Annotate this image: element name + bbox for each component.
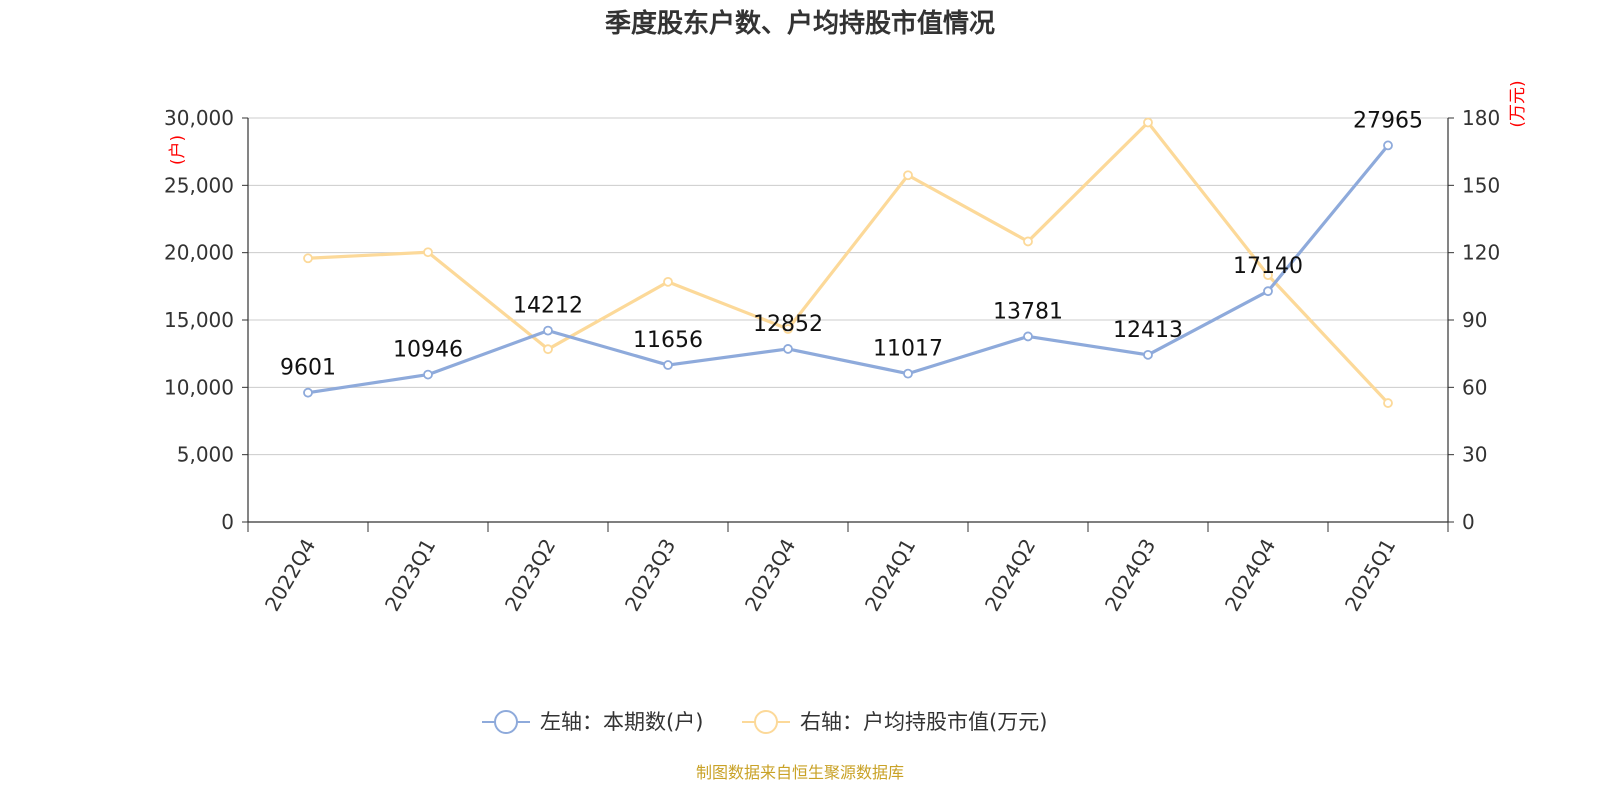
right-tick-label: 0 xyxy=(1462,510,1475,534)
data-point-right xyxy=(543,344,553,355)
right-axis-unit: (万元) xyxy=(1508,80,1528,127)
legend-label: 左轴：本期数(户) xyxy=(540,710,703,734)
series-layer xyxy=(303,117,1393,408)
data-point-right xyxy=(1143,117,1153,128)
data-label: 13781 xyxy=(993,299,1063,324)
legend-marker-icon xyxy=(494,710,518,734)
data-point-left xyxy=(423,369,433,380)
series-line-right xyxy=(307,120,1390,405)
data-point-right xyxy=(1383,398,1393,408)
left-tick-label: 15,000 xyxy=(164,308,234,332)
right-tick-label: 30 xyxy=(1462,443,1487,467)
data-point-right xyxy=(783,324,793,334)
x-tick-label: 2023Q3 xyxy=(620,535,680,616)
legend-label: 右轴：户均持股市值(万元) xyxy=(800,710,1047,734)
data-point-left xyxy=(1023,331,1033,342)
grid xyxy=(248,117,1448,456)
data-label: 27965 xyxy=(1353,108,1423,133)
right-tick-label: 180 xyxy=(1462,106,1500,130)
x-tick-label: 2024Q3 xyxy=(1100,535,1160,616)
series-line-left xyxy=(307,144,1390,395)
data-point-right xyxy=(423,247,433,258)
left-axis-unit: (户) xyxy=(168,135,188,165)
x-tick-label: 2023Q2 xyxy=(500,535,560,616)
data-label: 11656 xyxy=(633,328,703,353)
data-label: 14212 xyxy=(513,294,583,319)
data-label: 17140 xyxy=(1233,254,1303,279)
data-point-right xyxy=(1023,236,1033,247)
axes: 0 0 5,000 30 10,000 60 15,000 90 20,000 120 25,000… xyxy=(164,80,1528,615)
legend-marker-icon xyxy=(754,710,778,734)
data-point-left xyxy=(1383,140,1393,151)
right-tick-label: 150 xyxy=(1462,173,1500,197)
data-point-left xyxy=(1143,349,1153,360)
source-note: 制图数据来自恒生聚源数据库 xyxy=(696,763,904,782)
x-tick-label: 2023Q1 xyxy=(380,535,440,616)
legend-item-0[interactable]: 左轴：本期数(户) xyxy=(482,710,703,734)
data-point-left xyxy=(303,387,313,398)
right-tick-label: 60 xyxy=(1462,375,1487,399)
data-point-left xyxy=(1263,286,1273,297)
x-tick-label: 2024Q4 xyxy=(1220,535,1280,616)
left-tick-label: 0 xyxy=(221,510,234,534)
data-label: 10946 xyxy=(393,338,463,363)
data-point-left xyxy=(543,325,553,336)
left-tick-label: 10,000 xyxy=(164,375,234,399)
left-tick-label: 30,000 xyxy=(164,106,234,130)
data-point-left xyxy=(783,344,793,354)
data-labels: 9601 10946 14212 11656 12852 11017 13781 12413 1… xyxy=(280,108,1423,380)
data-label: 11017 xyxy=(873,337,943,362)
left-tick-label: 20,000 xyxy=(164,241,234,265)
data-point-right xyxy=(303,253,313,264)
data-point-right xyxy=(903,170,913,181)
data-point-left xyxy=(903,368,913,379)
data-label: 9601 xyxy=(280,356,336,381)
x-tick-label: 2025Q1 xyxy=(1340,535,1400,616)
data-point-right xyxy=(663,276,673,287)
legend[interactable]: 左轴：本期数(户) 右轴：户均持股市值(万元) xyxy=(482,710,1047,734)
left-tick-label: 5,000 xyxy=(177,443,234,467)
x-tick-label: 2024Q2 xyxy=(980,535,1040,616)
right-tick-label: 120 xyxy=(1462,241,1500,265)
data-label: 12852 xyxy=(753,312,823,337)
data-point-left xyxy=(663,360,673,370)
x-tick-label: 2024Q1 xyxy=(860,535,920,616)
data-point-right xyxy=(1263,270,1273,281)
legend-item-1[interactable]: 右轴：户均持股市值(万元) xyxy=(742,710,1047,734)
x-tick-label: 2023Q4 xyxy=(740,535,800,616)
right-tick-label: 90 xyxy=(1462,308,1487,332)
left-tick-label: 25,000 xyxy=(164,173,234,197)
x-tick-label: 2022Q4 xyxy=(260,535,320,616)
chart-title: 季度股东户数、户均持股市值情况 xyxy=(605,8,995,39)
data-label: 12413 xyxy=(1113,318,1183,343)
